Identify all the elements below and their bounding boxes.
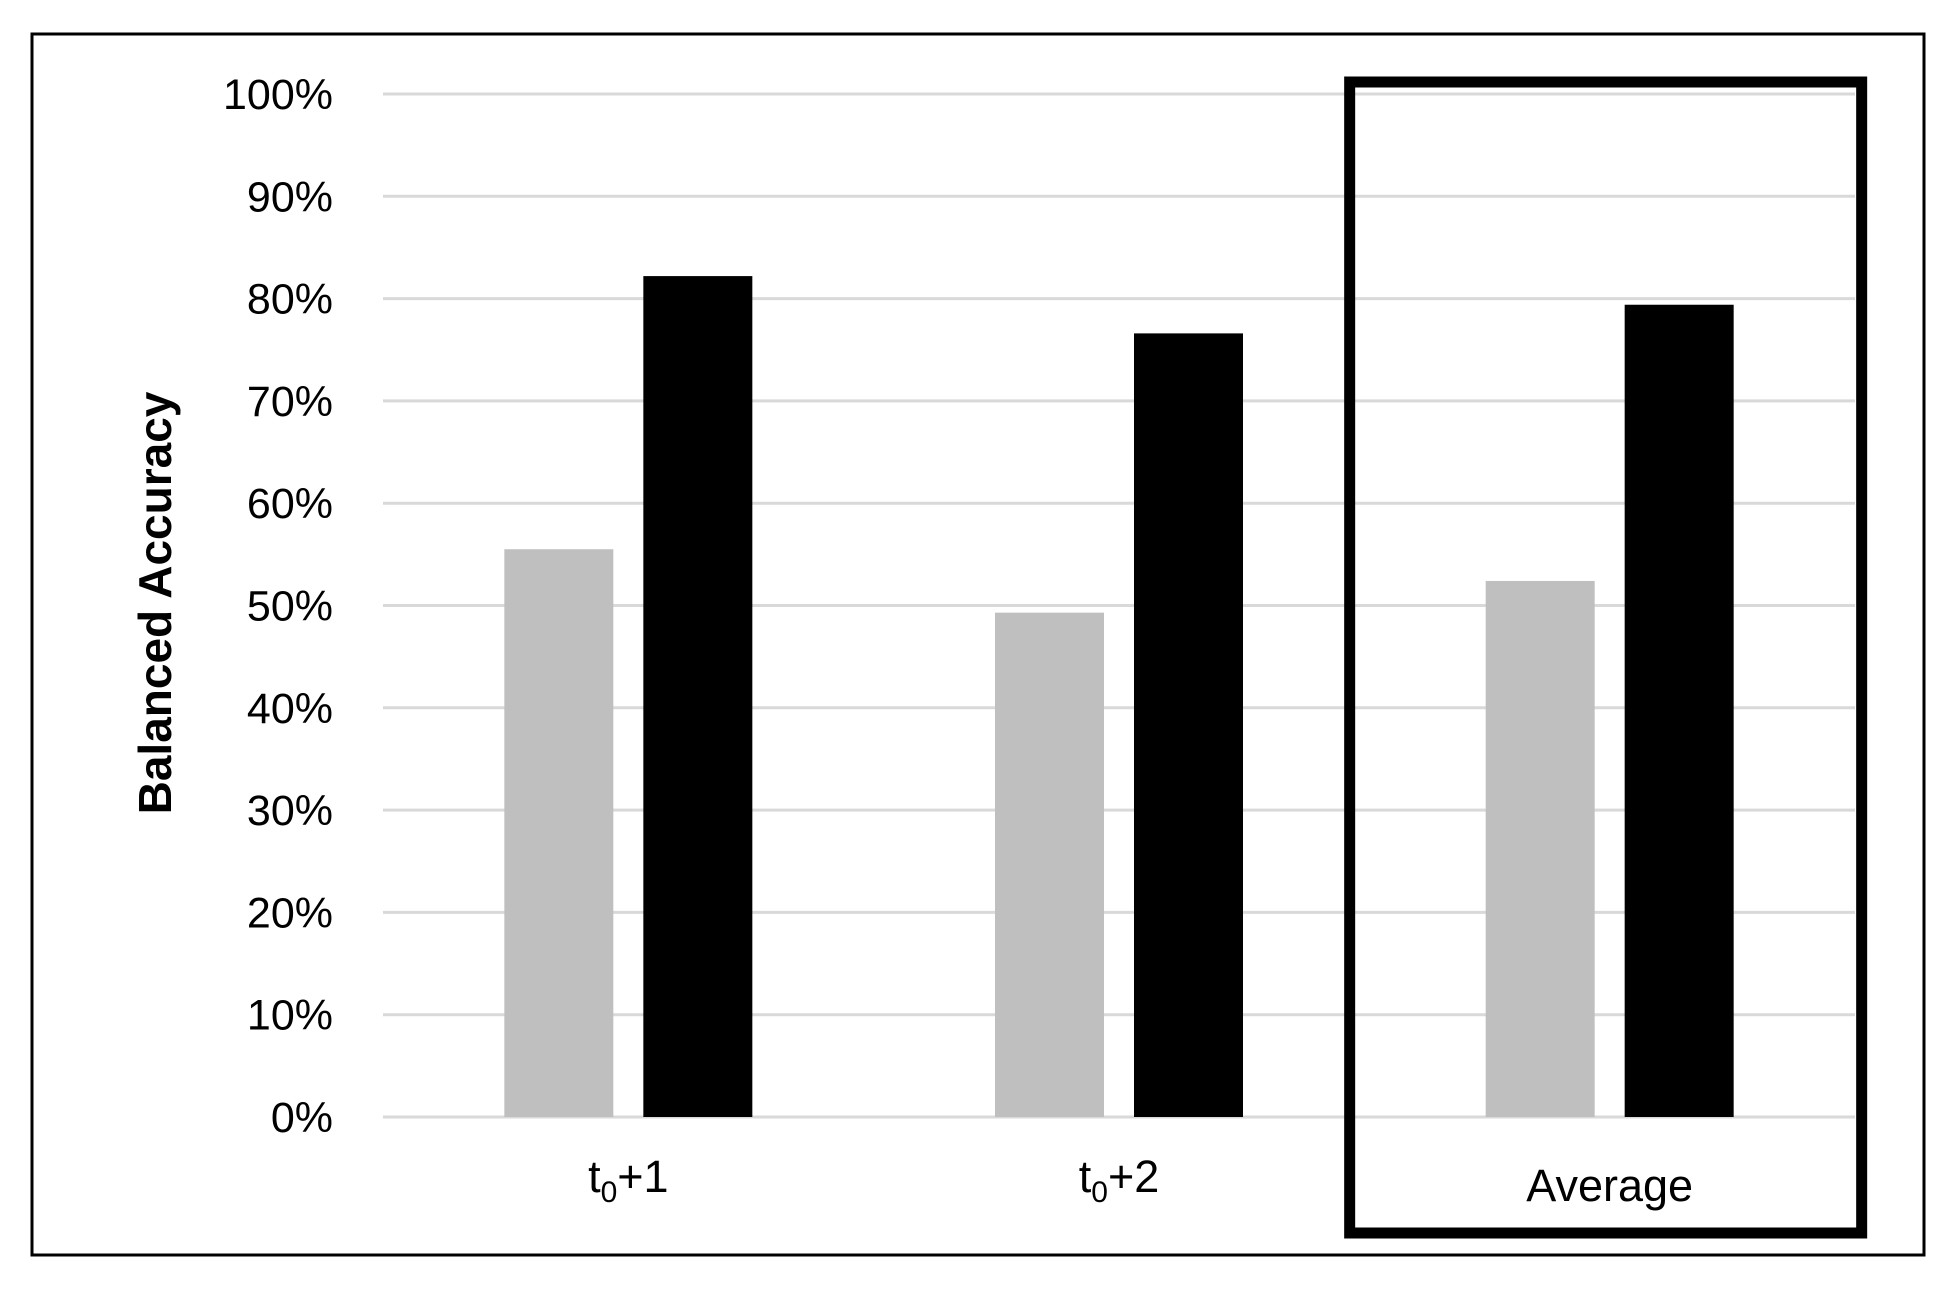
y-tick-label: 60% — [247, 480, 333, 528]
x-tick-label: t0+2 — [1079, 1151, 1160, 1209]
bar — [1624, 304, 1734, 1117]
y-tick-label: 10% — [247, 992, 333, 1040]
y-tick-label: 90% — [247, 173, 333, 221]
y-tick-label: 20% — [247, 889, 333, 937]
x-tick-label: t0+1 — [588, 1151, 669, 1209]
y-tick-label: 100% — [223, 71, 333, 119]
bars — [504, 276, 1734, 1118]
bar — [643, 276, 753, 1117]
bar — [1485, 580, 1595, 1117]
y-tick-label: 40% — [247, 685, 333, 733]
bar — [995, 612, 1104, 1117]
x-axis-category-labels: t0+1 t0+2 Average — [588, 1151, 1693, 1211]
x-tick-label: Average — [1526, 1160, 1693, 1211]
highlight-box-average — [1344, 76, 1868, 1239]
y-axis-title: Balanced Accuracy — [129, 391, 181, 814]
y-tick-label: 0% — [271, 1094, 333, 1142]
y-tick-label: 30% — [247, 787, 333, 835]
chart-frame — [30, 32, 1926, 1257]
gridlines — [383, 92, 1855, 1119]
y-tick-label: 80% — [247, 276, 333, 324]
y-tick-label: 50% — [247, 583, 333, 631]
y-tick-label: 70% — [247, 378, 333, 426]
y-axis-tick-labels: 0% 10% 20% 30% 40% 50% 60% 70% 80% 90% 100% — [223, 71, 333, 1142]
bar — [1134, 333, 1243, 1118]
bar — [504, 549, 614, 1117]
